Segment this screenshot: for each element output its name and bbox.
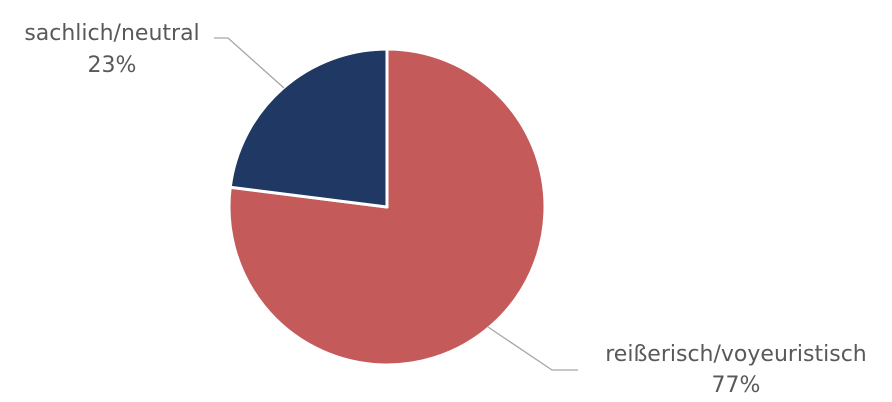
leader-line-sachlich (214, 37, 285, 89)
pie-slices (227, 47, 547, 367)
pie-slice-reisserisch (227, 47, 547, 367)
pie-slice-sachlich (228, 47, 389, 209)
data-label-reisserisch: reißerisch/voyeuristisch 77% (605, 342, 867, 398)
slice-label-name-sachlich: sachlich/neutral (24, 21, 199, 46)
slice-label-name-reisserisch: reißerisch/voyeuristisch (605, 342, 867, 367)
slice-label-value-sachlich: 23% (88, 53, 137, 78)
leader-line-reisserisch (487, 326, 578, 371)
leader-lines (214, 37, 578, 371)
slice-label-value-reisserisch: 77% (712, 373, 761, 398)
data-label-sachlich: sachlich/neutral 23% (24, 21, 199, 78)
